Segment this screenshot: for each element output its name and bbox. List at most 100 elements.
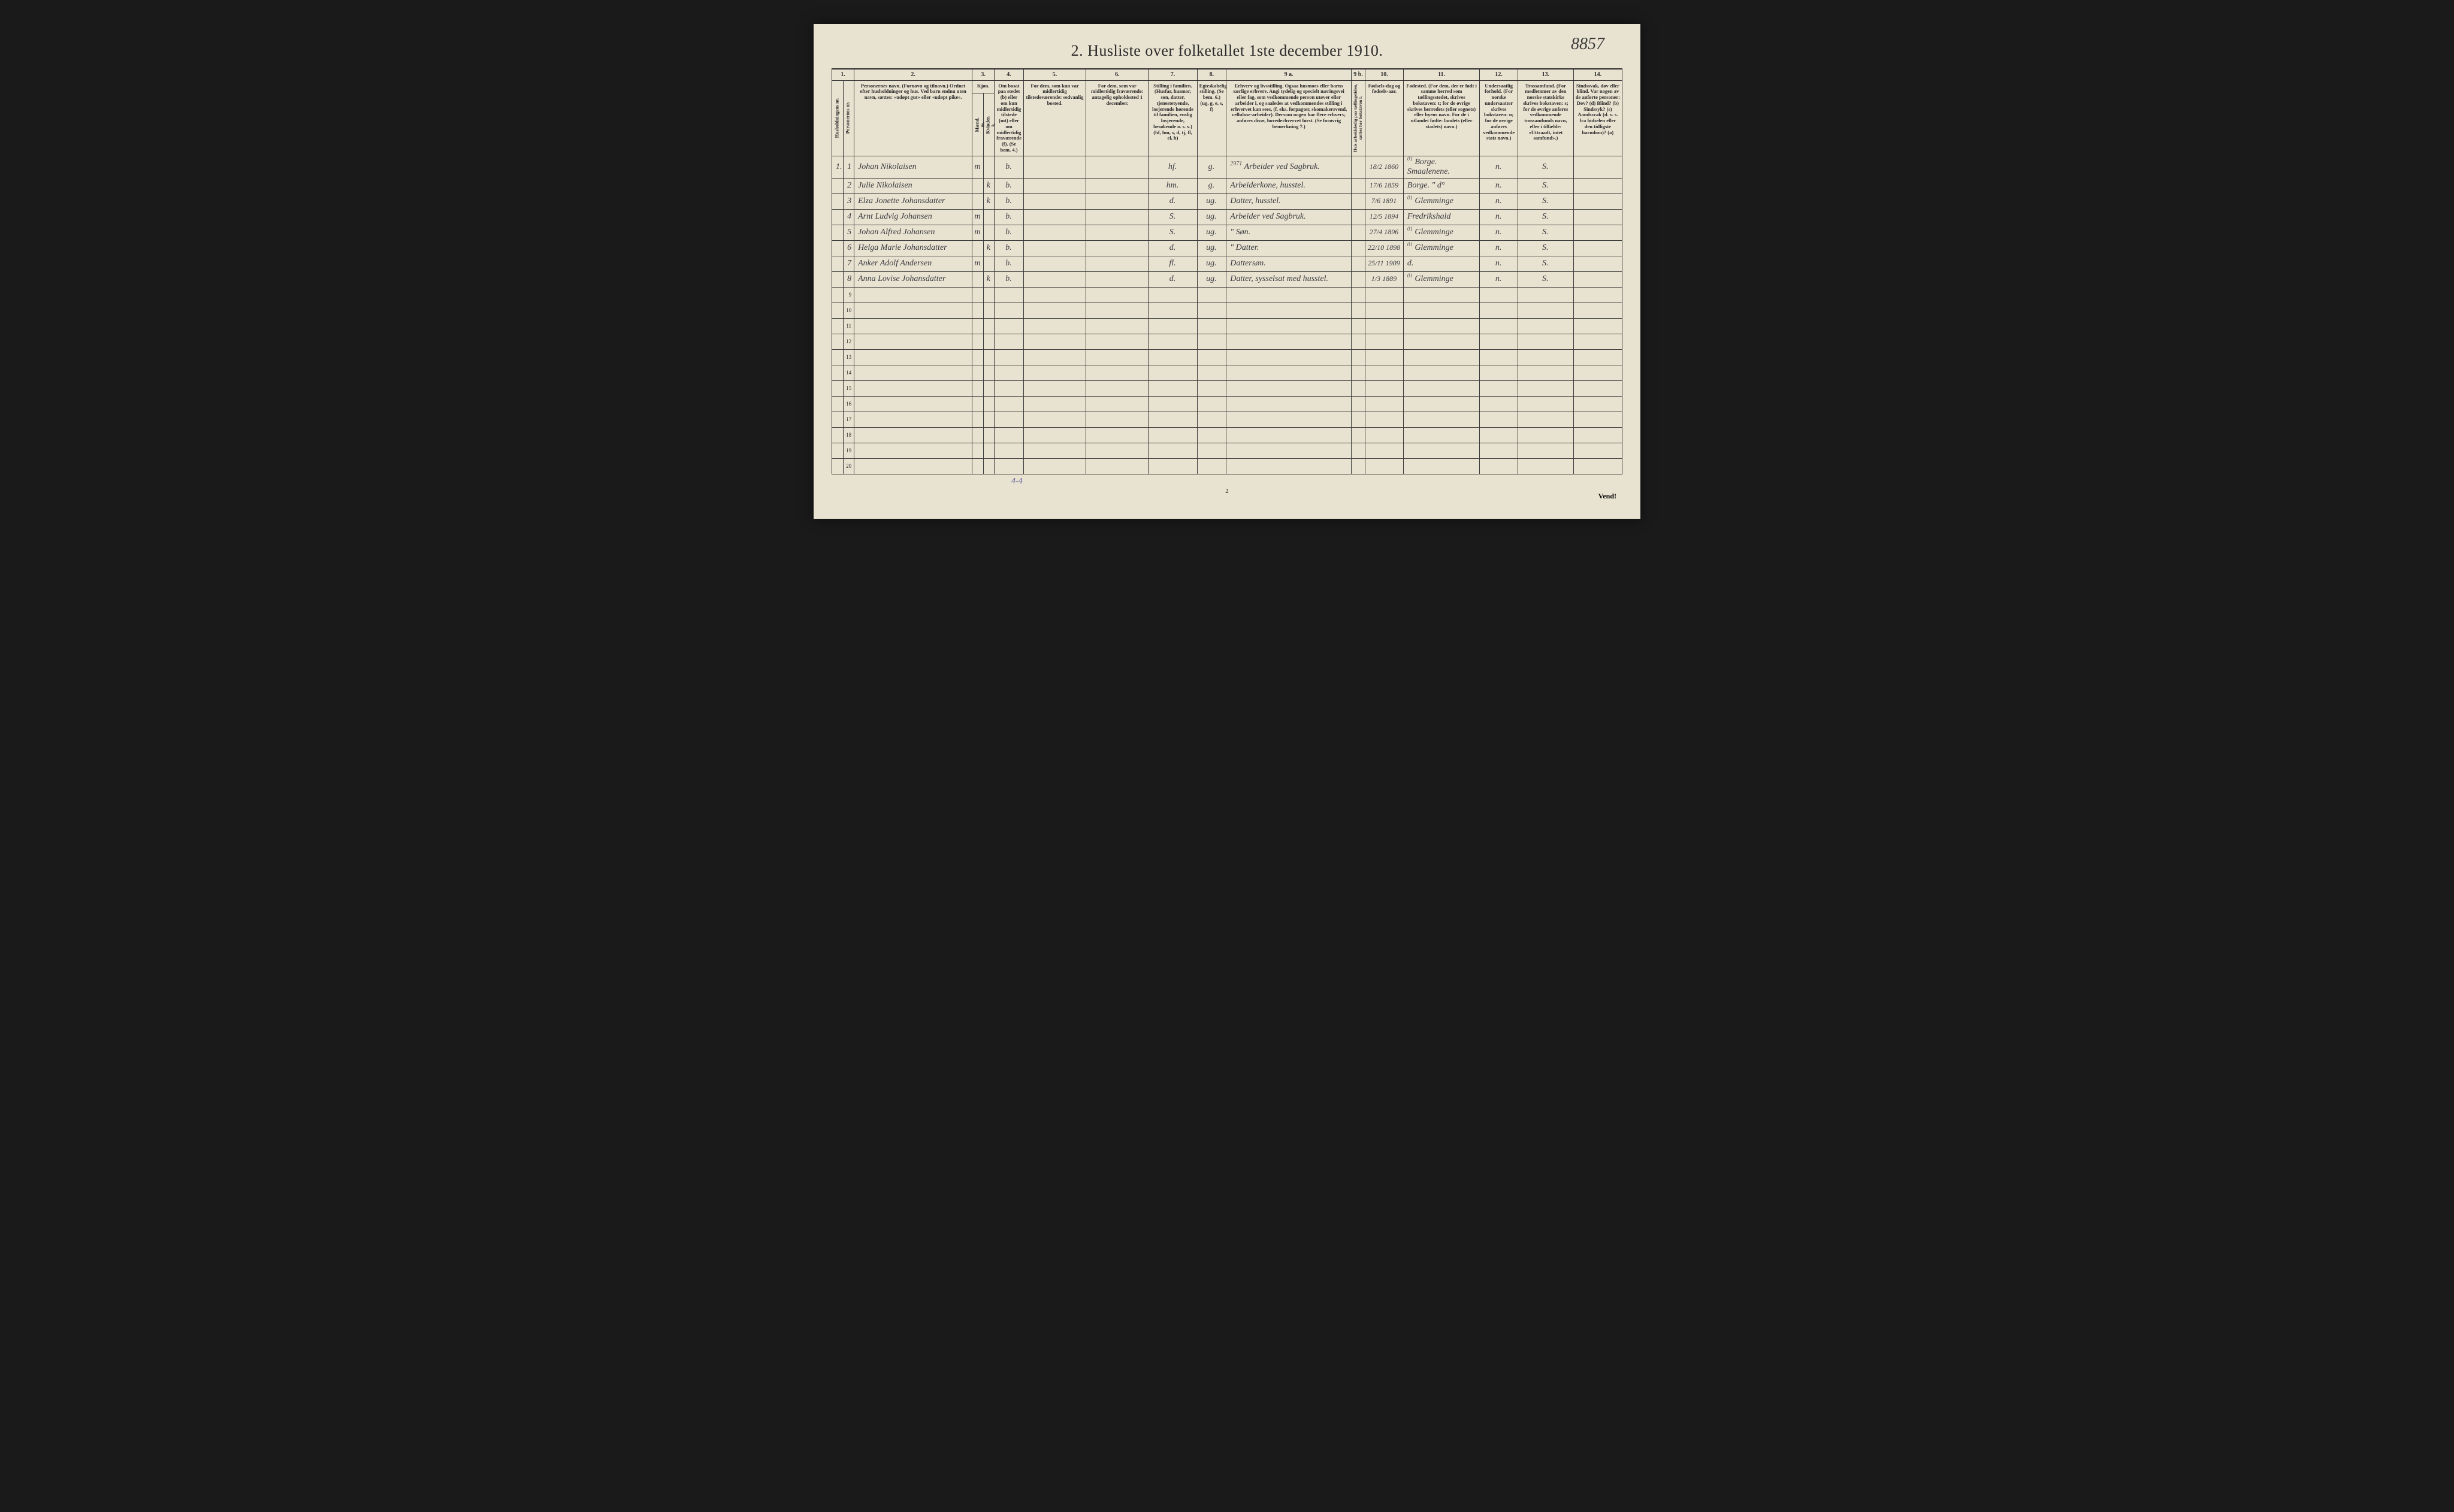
table-body: 1.1Johan Nikolaisenmb.hf.g.2971 Arbeider…	[832, 156, 1622, 474]
sex-m	[972, 412, 984, 427]
temp-present	[1023, 458, 1086, 474]
nationality: n.	[1480, 193, 1518, 209]
col-num-7: 7.	[1149, 69, 1197, 80]
person-name	[854, 427, 972, 443]
birth-date: 18/2 1860	[1365, 156, 1404, 178]
occupation	[1226, 458, 1352, 474]
hh-number	[832, 287, 844, 303]
occupation: Datter, husstel.	[1226, 193, 1352, 209]
sex-m	[972, 193, 984, 209]
person-name	[854, 443, 972, 458]
birth-date: 12/5 1894	[1365, 209, 1404, 225]
religion	[1518, 318, 1574, 334]
disability	[1573, 225, 1622, 240]
temp-present	[1023, 271, 1086, 287]
marital-status	[1197, 458, 1226, 474]
temp-absent	[1086, 412, 1149, 427]
unemployed	[1351, 318, 1365, 334]
table-row: 11	[832, 318, 1622, 334]
person-name	[854, 303, 972, 318]
unemployed	[1351, 209, 1365, 225]
marital-status: ug.	[1197, 193, 1226, 209]
temp-absent	[1086, 240, 1149, 256]
hh-number	[832, 443, 844, 458]
marital-status: ug.	[1197, 240, 1226, 256]
sex-m	[972, 303, 984, 318]
hh-number	[832, 380, 844, 396]
header-sex: Kjøn.	[972, 80, 995, 93]
sex-k: k	[983, 178, 995, 193]
religion	[1518, 334, 1574, 349]
sex-k	[983, 287, 995, 303]
birthplace: 01 Glemminge	[1403, 225, 1479, 240]
temp-absent	[1086, 156, 1149, 178]
sex-k	[983, 303, 995, 318]
person-name: Anker Adolf Andersen	[854, 256, 972, 271]
table-row: 17	[832, 412, 1622, 427]
table-row: 2Julie Nikolaisenkb.hm.g.Arbeiderkone, h…	[832, 178, 1622, 193]
birth-date	[1365, 303, 1404, 318]
family-position: hm.	[1149, 178, 1197, 193]
sex-k	[983, 225, 995, 240]
birth-date	[1365, 412, 1404, 427]
hh-number	[832, 318, 844, 334]
nationality	[1480, 412, 1518, 427]
residence-status	[995, 303, 1024, 318]
unemployed	[1351, 156, 1365, 178]
temp-absent	[1086, 287, 1149, 303]
nationality	[1480, 349, 1518, 365]
census-page: 8857 2. Husliste over folketallet 1ste d…	[814, 24, 1640, 519]
temp-present	[1023, 427, 1086, 443]
disability	[1573, 256, 1622, 271]
table-row: 19	[832, 443, 1622, 458]
header-family-pos: Stilling i familien. (Husfar, husmor, sø…	[1149, 80, 1197, 156]
unemployed	[1351, 349, 1365, 365]
occupation	[1226, 412, 1352, 427]
person-name: Arnt Ludvig Johansen	[854, 209, 972, 225]
unemployed	[1351, 334, 1365, 349]
col-num-9a: 9 a.	[1226, 69, 1352, 80]
disability	[1573, 349, 1622, 365]
religion	[1518, 412, 1574, 427]
sex-k	[983, 256, 995, 271]
residence-status	[995, 458, 1024, 474]
nationality: n.	[1480, 178, 1518, 193]
table-row: 10	[832, 303, 1622, 318]
sex-m	[972, 240, 984, 256]
birthplace: d.	[1403, 256, 1479, 271]
residence-status	[995, 349, 1024, 365]
person-number: 11	[843, 318, 854, 334]
disability	[1573, 380, 1622, 396]
occupation: Dattersøn.	[1226, 256, 1352, 271]
person-number: 3	[843, 193, 854, 209]
religion: S.	[1518, 156, 1574, 178]
header-disability: Sindssvak, døv eller blind. Var nogen av…	[1573, 80, 1622, 156]
marital-status	[1197, 380, 1226, 396]
disability	[1573, 412, 1622, 427]
disability	[1573, 396, 1622, 412]
nationality: n.	[1480, 156, 1518, 178]
table-row: 1.1Johan Nikolaisenmb.hf.g.2971 Arbeider…	[832, 156, 1622, 178]
temp-present	[1023, 240, 1086, 256]
hh-number	[832, 178, 844, 193]
birthplace	[1403, 427, 1479, 443]
disability	[1573, 156, 1622, 178]
marital-status	[1197, 334, 1226, 349]
temp-absent	[1086, 427, 1149, 443]
temp-present	[1023, 193, 1086, 209]
disability	[1573, 209, 1622, 225]
header-row: Husholdningens nr. Personernes nr. Perso…	[832, 80, 1622, 93]
person-number: 16	[843, 396, 854, 412]
temp-present	[1023, 156, 1086, 178]
hh-number	[832, 271, 844, 287]
table-row: 18	[832, 427, 1622, 443]
temp-present	[1023, 178, 1086, 193]
residence-status	[995, 412, 1024, 427]
unemployed	[1351, 427, 1365, 443]
birth-date	[1365, 349, 1404, 365]
person-name	[854, 349, 972, 365]
birth-date: 17/6 1859	[1365, 178, 1404, 193]
unemployed	[1351, 365, 1365, 380]
birthplace: 01 Glemminge	[1403, 193, 1479, 209]
birth-date: 7/6 1891	[1365, 193, 1404, 209]
